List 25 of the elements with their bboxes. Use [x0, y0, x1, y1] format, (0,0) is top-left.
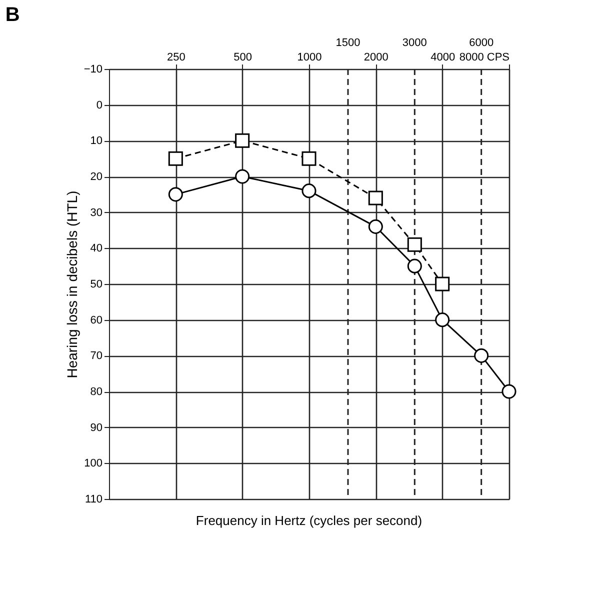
- y-tick-label: 10: [90, 135, 102, 148]
- ref-line-label: 1500: [336, 37, 360, 49]
- y-axis-title: Hearing loss in decibels (HTL): [64, 190, 80, 378]
- x-axis-title: Frequency in Hertz (cycles per second): [196, 513, 422, 528]
- y-tick-label: 80: [90, 386, 102, 398]
- ref-line-label: 6000: [469, 37, 494, 49]
- y-tick-label: 100: [84, 458, 102, 470]
- ref-line-label: 3000: [402, 37, 427, 49]
- x-tick-label: 2000: [364, 52, 388, 64]
- y-tick-label: 70: [90, 350, 102, 362]
- y-tick-label: 20: [90, 171, 102, 183]
- y-tick-label: 0: [96, 99, 102, 112]
- x-tick-label: 8000 CPS: [459, 52, 510, 64]
- y-tick-label: 110: [84, 494, 102, 506]
- x-tick-label: 4000: [430, 52, 456, 64]
- x-tick-label: 500: [234, 52, 252, 64]
- y-tick-label: −10: [84, 64, 102, 76]
- x-tick-label: 250: [166, 52, 186, 64]
- chart-title: B: [5, 4, 20, 26]
- x-tick-label: 1000: [297, 52, 322, 64]
- y-tick-label: 40: [90, 242, 102, 255]
- y-tick-label: 60: [90, 314, 102, 326]
- y-tick-label: 50: [90, 278, 102, 290]
- y-tick-label: 30: [90, 206, 102, 219]
- y-tick-label: 90: [90, 422, 102, 434]
